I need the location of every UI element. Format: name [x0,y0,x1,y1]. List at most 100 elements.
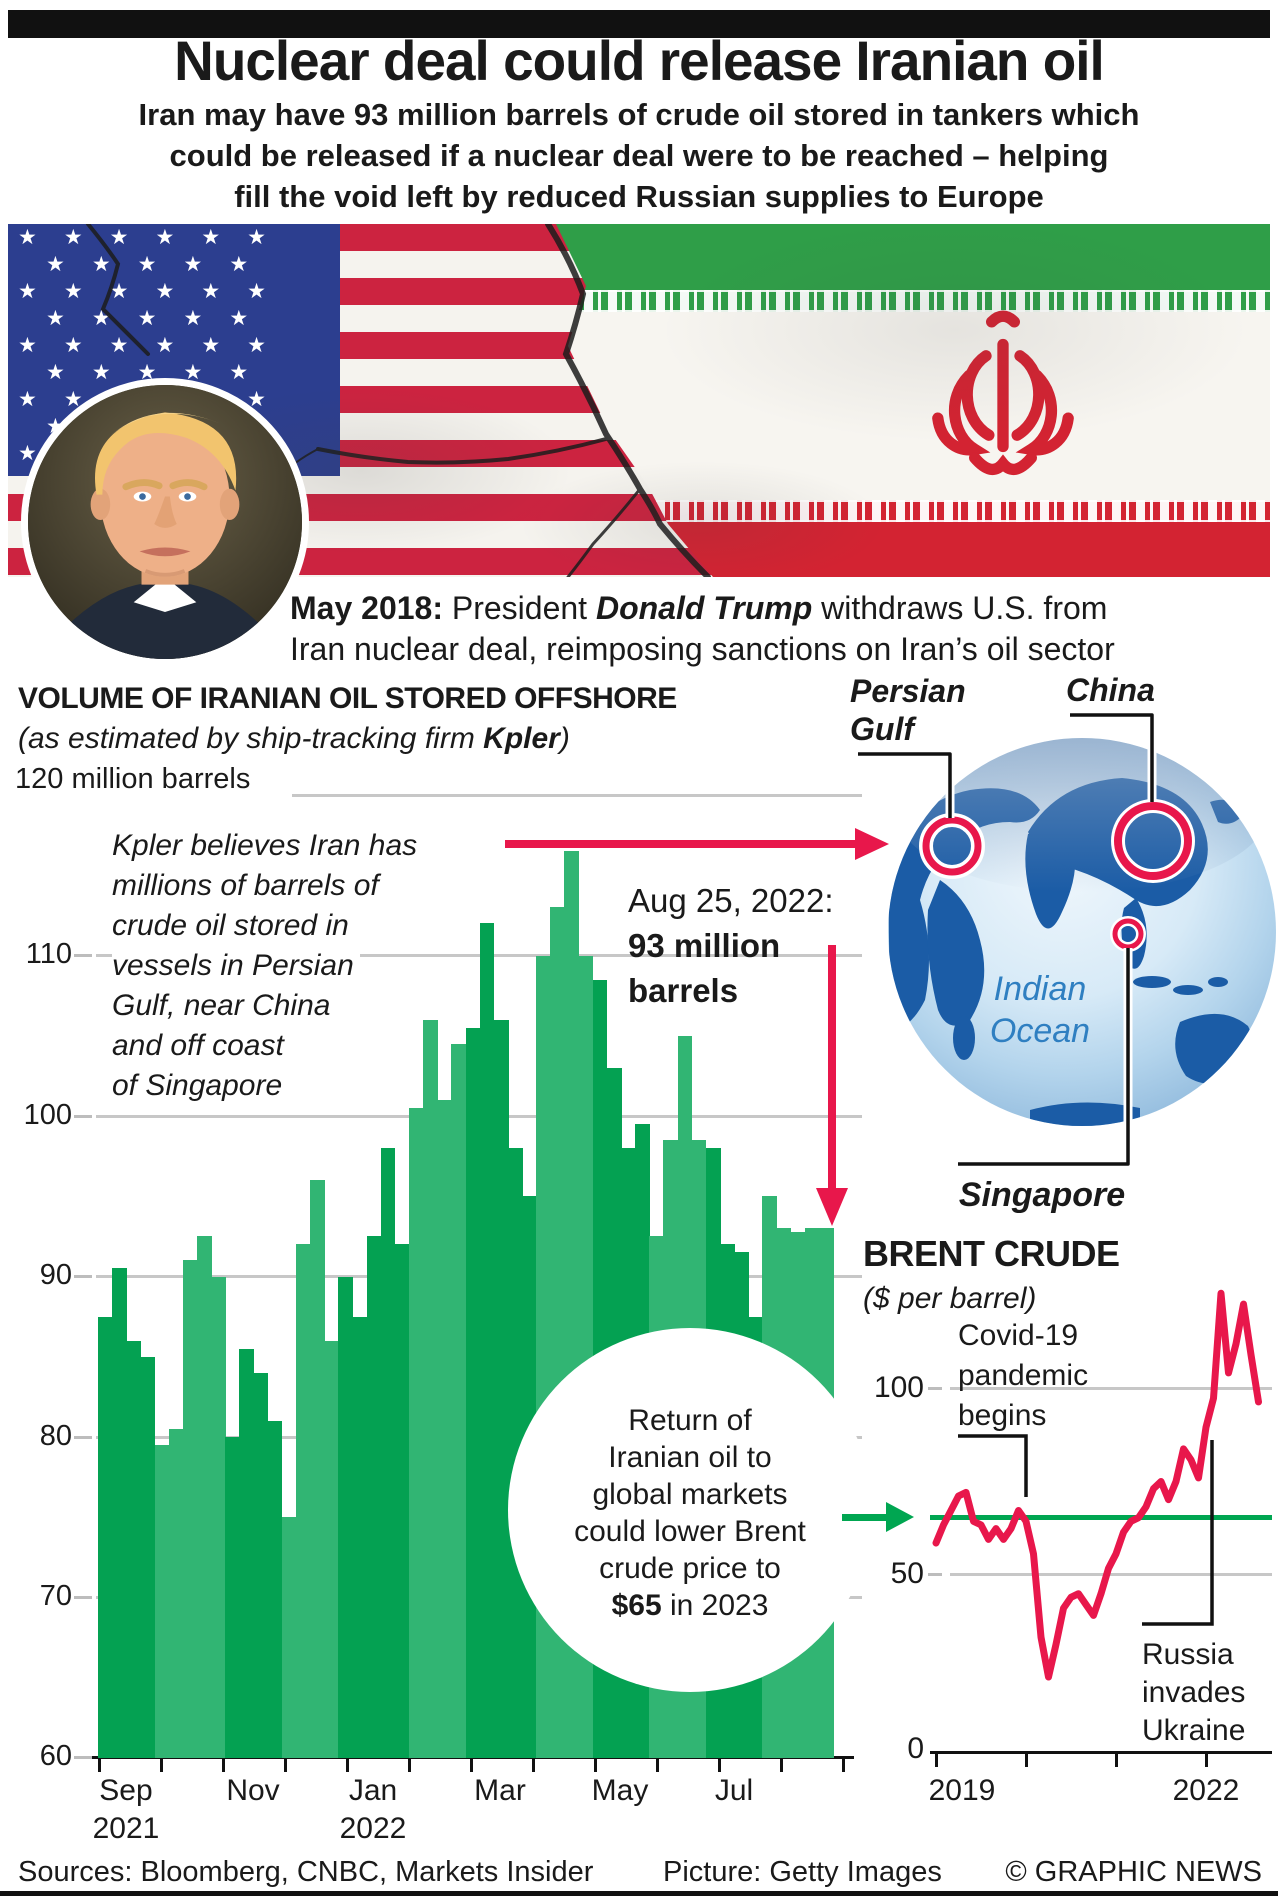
callout-value: 93 million [628,927,781,964]
x-label-nov: Nov [226,1774,280,1807]
china-label: China [1066,672,1155,708]
volume-bar [211,1276,226,1758]
subtitle-line: could be released if a nuclear deal were… [169,138,1109,173]
volume-bar [380,1148,396,1758]
volume-axis-tick [222,1759,225,1772]
china-ring-icon [1114,802,1192,880]
callout-unit: barrels [628,972,739,1009]
x-label-jan: Jan 2022 [339,1774,407,1845]
caption-line-1: May 2018: President Donald Trump withdra… [290,590,1108,626]
brent-tick-2022 [1205,1754,1208,1767]
photo-caption: May 2018: President Donald Trump withdra… [290,588,1250,670]
axis-dash [74,1596,92,1599]
brent-y-0: 0 [907,1732,924,1765]
volume-axis-tick [656,1759,659,1772]
brent-gridline-50 [950,1573,1272,1576]
subtitle-line: fill the void left by reduced Russian su… [234,179,1044,214]
volume-axis-tick [160,1759,163,1772]
x-label-sep: Sep 2021 [92,1774,160,1845]
volume-bar [182,1260,198,1758]
volume-bar [126,1340,141,1758]
persian-gulf-ring-icon [922,816,982,876]
y-tick-90: 90 [39,1259,72,1291]
axis-dash [74,1756,92,1759]
volume-axis-tick [718,1759,721,1772]
globe-map [880,730,1278,1140]
volume-bar [140,1356,156,1758]
axis-dash [74,954,92,957]
callout-date: Aug 25, 2022: [628,882,834,919]
iran-flag-script-band [556,290,1270,312]
volume-axis-tick [346,1759,349,1772]
volume-chart-title: VOLUME OF IRANIAN OIL STORED OFFSHORE [18,682,677,715]
iran-flag-script-band [556,500,1270,522]
volume-bar [507,1148,523,1758]
graphic-news-credit: © GRAPHIC NEWS [1005,1856,1262,1888]
axis-dash [74,1115,92,1118]
volume-axis-tick [98,1759,101,1772]
brent-tick-2020 [1025,1754,1028,1767]
volume-bar [168,1428,184,1758]
brent-chart-title: BRENT CRUDE [863,1233,1120,1274]
top-rule [8,10,1270,38]
picture-credit: Picture: Getty Images [663,1856,942,1888]
russia-annotation: Russia invades Ukraine [1142,1638,1246,1747]
globe-gloss [894,738,1270,892]
x-label-may: May [591,1774,649,1807]
brent-y-100: 100 [873,1371,924,1404]
x-label-mar: Mar [474,1774,526,1807]
volume-chart-subtitle: (as estimated by ship-tracking firm Kple… [18,722,570,755]
volume-bar [451,1043,467,1758]
trump-portrait-illustration [28,385,302,659]
y-tick-60: 60 [39,1740,72,1772]
iran-emblem-icon [932,310,1074,476]
brent-x-axis [930,1751,1272,1754]
volume-axis-tick [594,1759,597,1772]
axis-dash [928,1387,942,1390]
y-tick-70: 70 [39,1580,72,1612]
brent-tick-2021 [1115,1754,1118,1767]
volume-bar [267,1420,283,1758]
aug-25-callout: Aug 25, 2022: 93 million barrels [628,878,898,1013]
volume-bar [437,1099,452,1758]
page-subtitle: Iran may have 93 million barrels of crud… [0,94,1278,217]
singapore-label: Singapore [958,1176,1126,1214]
donald-trump-photo [21,378,309,666]
volume-bar [352,1316,368,1758]
volume-bar [253,1372,269,1758]
bottom-rule [0,1891,1278,1896]
volume-bar [154,1445,170,1758]
axis-dash [74,1436,92,1439]
volume-bar [536,955,551,1758]
volume-bar [408,1107,424,1758]
volume-bar [366,1236,382,1758]
volume-bar [465,1027,481,1758]
gridline-120 [292,794,862,797]
volume-bar [281,1517,297,1758]
volume-axis-unit-label: 120 million barrels [15,763,251,795]
price-bubble [508,1328,872,1692]
volume-bar [310,1180,325,1758]
volume-bar [98,1316,113,1758]
brent-y-50: 50 [890,1557,924,1590]
persian-gulf-label: Persian Gulf [850,673,966,747]
location-rings [919,799,1195,952]
axis-dash [928,1573,942,1576]
volume-bar [112,1268,127,1758]
volume-bar [394,1244,410,1758]
brent-chart-subtitle: ($ per barrel) [863,1282,1037,1315]
volume-bar [479,923,495,1758]
brent-x-2022: 2022 [1172,1774,1240,1807]
axis-dash [74,1275,92,1278]
page-title: Nuclear deal could release Iranian oil [174,29,1105,92]
singapore-ring-icon [1112,918,1144,950]
y-tick-100: 100 [23,1099,72,1131]
volume-axis-tick [470,1759,473,1772]
kpler-annotation: Kpler believes Iran has millions of barr… [112,826,484,1106]
subtitle-line: Iran may have 93 million barrels of crud… [138,97,1140,132]
volume-bar [196,1236,212,1758]
caption-line-2: Iran nuclear deal, reimposing sanctions … [290,631,1115,667]
volume-bar [295,1244,311,1758]
gridline-110 [96,954,862,957]
